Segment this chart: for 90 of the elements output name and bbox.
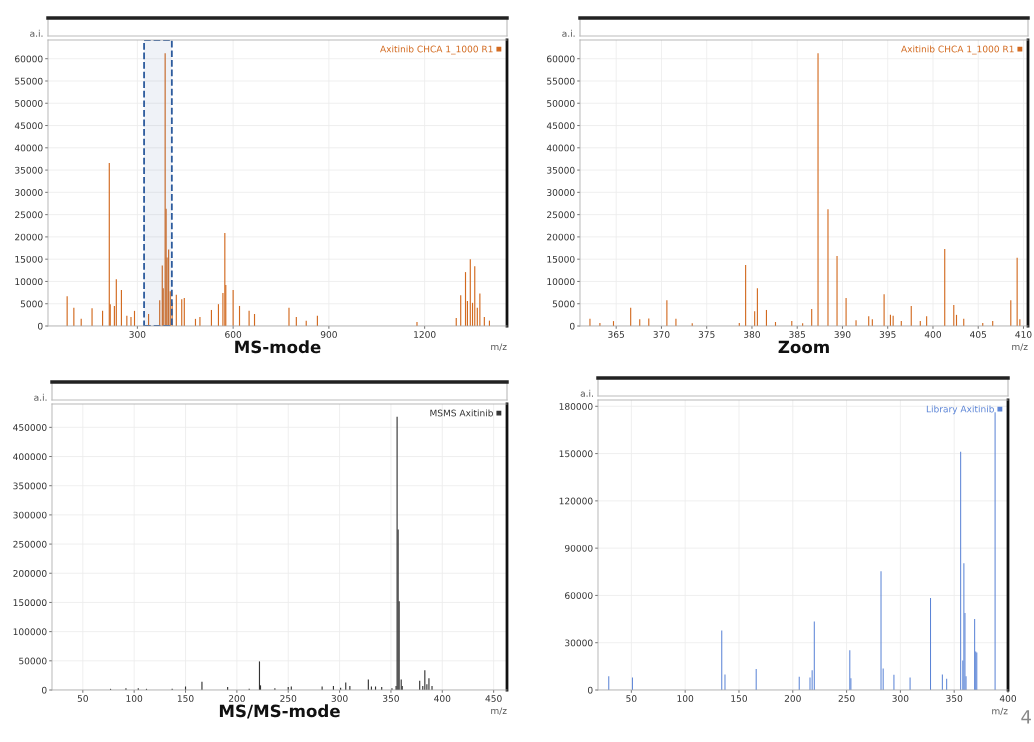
x-tick-label: 300	[129, 331, 146, 338]
y-axis-title: a.i.	[34, 393, 47, 401]
y-tick-label: 60000	[15, 55, 43, 63]
y-tick-label: 35000	[547, 166, 575, 174]
y-axis-title: a.i.	[580, 389, 593, 397]
y-tick-label: 5000	[20, 300, 43, 308]
y-tick-label: 35000	[15, 166, 43, 174]
x-tick-label: 400	[924, 331, 941, 338]
y-tick-label: 20000	[15, 233, 43, 241]
x-tick-label: 150	[731, 695, 747, 702]
x-tick-label: 1200	[414, 331, 436, 338]
y-tick-label: 450000	[13, 424, 47, 431]
y-tick-label: 180000	[559, 403, 593, 410]
y-tick-label: 5000	[552, 300, 575, 308]
y-tick-label: 350000	[13, 482, 47, 490]
x-tick-label: 350	[946, 695, 963, 702]
y-tick-label: 120000	[559, 497, 593, 505]
y-tick-label: 250000	[13, 540, 47, 548]
x-tick-label: 250	[280, 695, 297, 702]
legend-label: Axitinib CHCA 1_1000 R1	[380, 45, 493, 55]
x-tick-label: 390	[834, 331, 851, 338]
y-tick-label: 0	[41, 686, 47, 694]
legend-label: MSMS Axitinib	[430, 409, 493, 417]
x-tick-label: 375	[698, 331, 715, 338]
x-tick-label: 150	[177, 695, 194, 702]
x-tick-label: 450	[485, 695, 502, 702]
x-axis-title: m/z	[992, 707, 1008, 716]
x-tick-label: 300	[892, 695, 909, 702]
y-tick-label: 30000	[15, 189, 43, 196]
x-tick-label: 400	[434, 695, 451, 702]
x-tick-label: 100	[677, 695, 694, 702]
y-tick-label: 90000	[564, 544, 593, 552]
x-tick-label: 300	[331, 695, 348, 702]
text: MS-mode	[235, 340, 321, 354]
x-tick-label: 350	[383, 695, 399, 702]
x-tick-label: 50	[626, 695, 637, 702]
y-tick-label: 0	[587, 686, 593, 694]
y-tick-label: 100000	[13, 628, 47, 636]
y-tick-label: 30000	[547, 189, 575, 196]
x-tick-label: 370	[653, 331, 670, 338]
legend-label: Library Axitinib	[926, 405, 994, 415]
x-tick-label: 365	[608, 331, 625, 338]
y-tick-label: 25000	[15, 211, 43, 219]
x-axis-title: m/z	[491, 707, 507, 715]
x-tick-label: 900	[320, 331, 337, 338]
x-tick-label: 405	[970, 331, 987, 338]
x-axis-title: m/z	[491, 343, 507, 351]
x-tick-label: 200	[784, 695, 801, 702]
y-axis-title: a.i.	[562, 29, 575, 37]
legend-label: Axitinib CHCA 1_1000 R1	[901, 45, 1014, 55]
x-tick-label: 100	[126, 695, 143, 702]
y-tick-label: 400000	[13, 453, 47, 461]
x-tick-label: 400	[999, 695, 1017, 702]
y-tick-label: 45000	[14, 122, 43, 130]
text: 4	[1021, 710, 1031, 724]
y-tick-label: 10000	[15, 278, 43, 286]
y-tick-label: 50000	[547, 99, 575, 107]
y-tick-label: 15000	[15, 255, 43, 263]
y-tick-label: 300000	[13, 511, 47, 519]
y-tick-label: 40000	[14, 144, 43, 152]
y-tick-label: 200000	[13, 569, 47, 577]
y-tick-label: 50000	[15, 99, 43, 107]
text: MS/MS-mode	[219, 704, 340, 719]
y-tick-label: 45000	[546, 122, 575, 130]
y-tick-label: 10000	[547, 278, 575, 286]
y-tick-label: 50000	[19, 657, 47, 665]
y-tick-label: 60000	[565, 592, 593, 599]
x-axis-title: m/z	[1012, 343, 1028, 351]
y-tick-label: 25000	[547, 211, 575, 219]
y-tick-label: 150000	[13, 599, 47, 607]
y-tick-label: 30000	[565, 639, 593, 647]
y-tick-label: 15000	[547, 255, 575, 263]
y-tick-label: 55000	[15, 77, 43, 85]
y-tick-label: 0	[37, 322, 43, 330]
y-tick-label: 0	[569, 322, 575, 330]
y-tick-label: 55000	[547, 77, 575, 85]
y-tick-label: 60000	[547, 55, 575, 63]
x-tick-label: 50	[77, 695, 88, 702]
y-axis-title: a.i.	[30, 29, 43, 37]
x-tick-label: 600	[225, 331, 242, 338]
x-tick-label: 200	[228, 695, 245, 702]
y-tick-label: 150000	[559, 450, 593, 458]
text: Zoom	[778, 340, 829, 354]
x-tick-label: 410	[1015, 331, 1032, 338]
x-tick-label: 395	[879, 331, 896, 338]
x-tick-label: 385	[789, 331, 806, 338]
x-tick-label: 250	[838, 695, 855, 702]
y-tick-label: 20000	[547, 233, 575, 241]
y-tick-label: 40000	[546, 144, 575, 152]
x-tick-label: 380	[744, 331, 760, 338]
